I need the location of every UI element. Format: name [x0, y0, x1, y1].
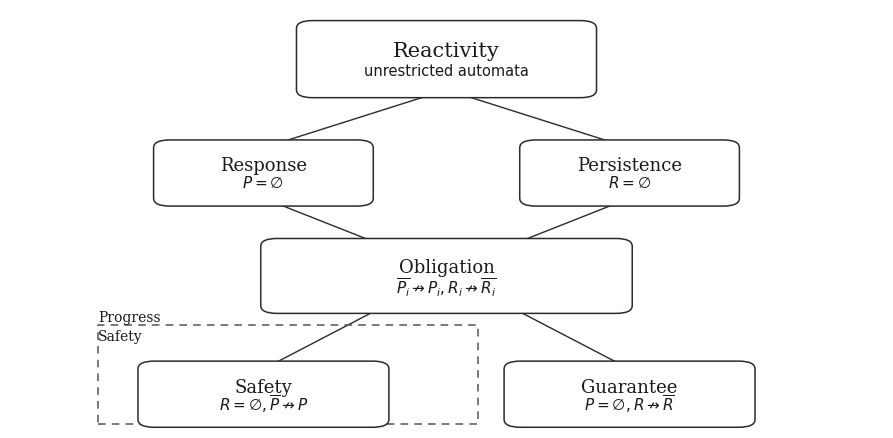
Text: unrestricted automata: unrestricted automata [364, 64, 529, 79]
Text: $R = \emptyset$: $R = \emptyset$ [608, 175, 651, 191]
FancyBboxPatch shape [296, 21, 597, 98]
Bar [98, 325, 478, 424]
Text: Safety: Safety [235, 379, 292, 397]
Text: Guarantee: Guarantee [581, 379, 678, 397]
Text: $P = \emptyset, R \nrightarrow \overline{R}$: $P = \emptyset, R \nrightarrow \overline… [584, 393, 675, 415]
FancyBboxPatch shape [520, 140, 739, 206]
FancyBboxPatch shape [504, 361, 755, 427]
Text: Safety: Safety [98, 330, 143, 344]
Text: $\overline{P_i} \nrightarrow P_i, R_i \nrightarrow \overline{R_i}$: $\overline{P_i} \nrightarrow P_i, R_i \n… [396, 276, 497, 299]
FancyBboxPatch shape [138, 361, 389, 427]
Text: Progress: Progress [98, 311, 161, 325]
Text: $R = \emptyset, \overline{P} \nrightarrow P$: $R = \emptyset, \overline{P} \nrightarro… [219, 393, 308, 415]
Text: Response: Response [220, 158, 307, 176]
Text: $P = \emptyset$: $P = \emptyset$ [242, 175, 285, 191]
FancyBboxPatch shape [261, 238, 632, 314]
FancyBboxPatch shape [154, 140, 373, 206]
Text: Obligation: Obligation [398, 259, 495, 277]
Text: Reactivity: Reactivity [393, 42, 500, 60]
Text: Persistence: Persistence [577, 158, 682, 176]
